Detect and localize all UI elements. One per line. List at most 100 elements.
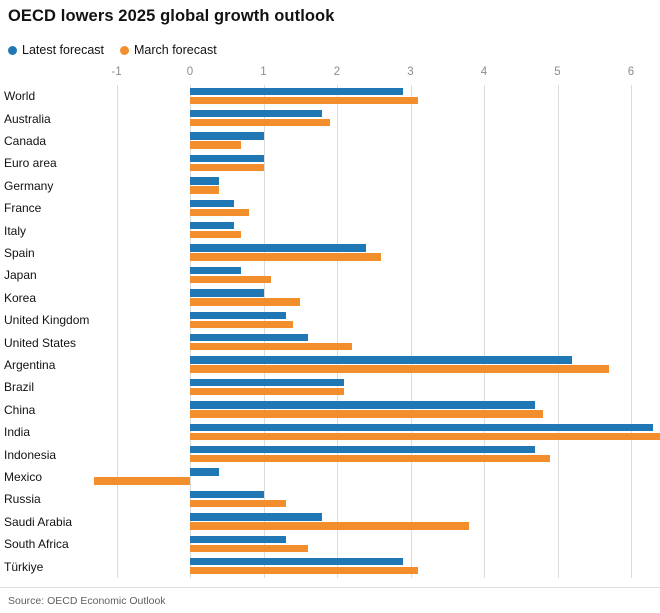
- gridline: [484, 85, 485, 578]
- x-axis-tick-label: 0: [186, 66, 194, 78]
- march-forecast-bar: [190, 230, 242, 239]
- march-forecast-bar: [190, 320, 293, 328]
- chart-row: Türkiye: [0, 555, 660, 577]
- category-label: Canada: [4, 133, 47, 148]
- march-forecast-bar: [190, 365, 609, 373]
- category-label: Mexico: [4, 469, 43, 484]
- legend-dot-march: [120, 45, 129, 55]
- march-forecast-bar: [190, 275, 271, 284]
- legend-item-latest: Latest forecast: [8, 43, 104, 57]
- march-forecast-bar: [94, 477, 190, 485]
- source-note: Source: OECD Economic Outlook: [8, 595, 166, 607]
- chart-row: World: [0, 85, 660, 107]
- chart-row: Indonesia: [0, 443, 660, 465]
- gridline: [263, 85, 265, 578]
- chart-row: Japan: [0, 264, 660, 286]
- latest-forecast-bar: [190, 109, 323, 118]
- category-label: South Africa: [4, 537, 69, 552]
- gridline: [410, 85, 412, 578]
- category-label: Euro area: [4, 156, 57, 171]
- latest-forecast-bar: [190, 199, 235, 207]
- latest-forecast-bar: [190, 311, 286, 319]
- category-label: Türkiye: [4, 559, 44, 574]
- legend-label-latest: Latest forecast: [22, 43, 104, 57]
- category-label: Germany: [4, 178, 54, 193]
- chart-row: United Kingdom: [0, 309, 660, 331]
- latest-forecast-bar: [190, 490, 264, 499]
- gridline: [557, 85, 559, 578]
- march-forecast-bar: [190, 432, 660, 440]
- march-forecast-bar: [190, 96, 418, 104]
- gridline: [337, 85, 338, 578]
- latest-forecast-bar: [190, 266, 242, 275]
- chart-row: France: [0, 197, 660, 219]
- category-label: Russia: [4, 492, 41, 507]
- category-label: India: [4, 425, 31, 440]
- category-label: Indonesia: [4, 447, 57, 462]
- latest-forecast-bar: [190, 177, 220, 185]
- category-label: World: [4, 89, 36, 104]
- category-label: United Kingdom: [4, 313, 90, 328]
- march-forecast-bar: [190, 387, 345, 396]
- march-forecast-bar: [190, 499, 286, 508]
- x-axis-tick-label: -1: [111, 66, 122, 78]
- march-forecast-bar: [190, 163, 264, 172]
- gridline: [116, 85, 118, 578]
- latest-forecast-bar: [190, 535, 286, 543]
- category-label: Japan: [4, 268, 37, 283]
- legend-label-march: March forecast: [134, 43, 217, 57]
- march-forecast-bar: [190, 118, 330, 127]
- latest-forecast-bar: [190, 244, 367, 252]
- march-forecast-bar: [190, 186, 220, 194]
- latest-forecast-bar: [190, 445, 536, 454]
- chart-row: United States: [0, 331, 660, 353]
- chart-row: Italy: [0, 219, 660, 241]
- gridline: [631, 85, 632, 578]
- footer-divider: [0, 587, 660, 588]
- category-label: China: [4, 402, 36, 417]
- chart-row: Brazil: [0, 376, 660, 398]
- x-axis-tick-label: 5: [554, 66, 561, 78]
- chart-row: Spain: [0, 242, 660, 264]
- chart-row: Korea: [0, 287, 660, 309]
- category-label: United States: [4, 335, 77, 350]
- x-axis-tick-label: 1: [260, 66, 267, 78]
- march-forecast-bar: [190, 454, 551, 463]
- category-label: Korea: [4, 290, 37, 305]
- x-axis-tick-label: 4: [480, 66, 488, 78]
- latest-forecast-bar: [190, 378, 345, 387]
- category-label: Australia: [4, 111, 51, 126]
- category-label: Italy: [4, 223, 27, 238]
- latest-forecast-bar: [190, 557, 404, 566]
- legend-dot-latest: [8, 45, 17, 55]
- march-forecast-bar: [190, 410, 543, 418]
- chart-title: OECD lowers 2025 global growth outlook: [8, 7, 335, 25]
- march-forecast-bar: [190, 342, 352, 351]
- chart-row: Euro area: [0, 152, 660, 174]
- latest-forecast-bar: [190, 513, 323, 521]
- latest-forecast-bar: [190, 356, 573, 364]
- latest-forecast-bar: [190, 468, 220, 476]
- legend-item-march: March forecast: [120, 43, 217, 57]
- x-axis-tick-label: 6: [627, 66, 635, 78]
- category-label: France: [4, 201, 42, 216]
- chart-row: Germany: [0, 175, 660, 197]
- category-label: Saudi Arabia: [4, 514, 73, 529]
- gridline: [190, 85, 191, 578]
- chart-row: Mexico: [0, 466, 660, 488]
- latest-forecast-bar: [190, 221, 235, 230]
- march-forecast-bar: [190, 141, 242, 149]
- march-forecast-bar: [190, 298, 301, 306]
- chart-row: South Africa: [0, 533, 660, 555]
- chart-row: Argentina: [0, 354, 660, 376]
- latest-forecast-bar: [190, 132, 264, 140]
- march-forecast-bar: [190, 566, 418, 575]
- chart-row: India: [0, 421, 660, 443]
- chart-row: Australia: [0, 107, 660, 129]
- category-label: Argentina: [4, 357, 56, 372]
- x-axis-tick-label: 3: [407, 66, 414, 78]
- chart-row: China: [0, 399, 660, 421]
- chart-row: Canada: [0, 130, 660, 152]
- legend: Latest forecast March forecast: [8, 43, 217, 57]
